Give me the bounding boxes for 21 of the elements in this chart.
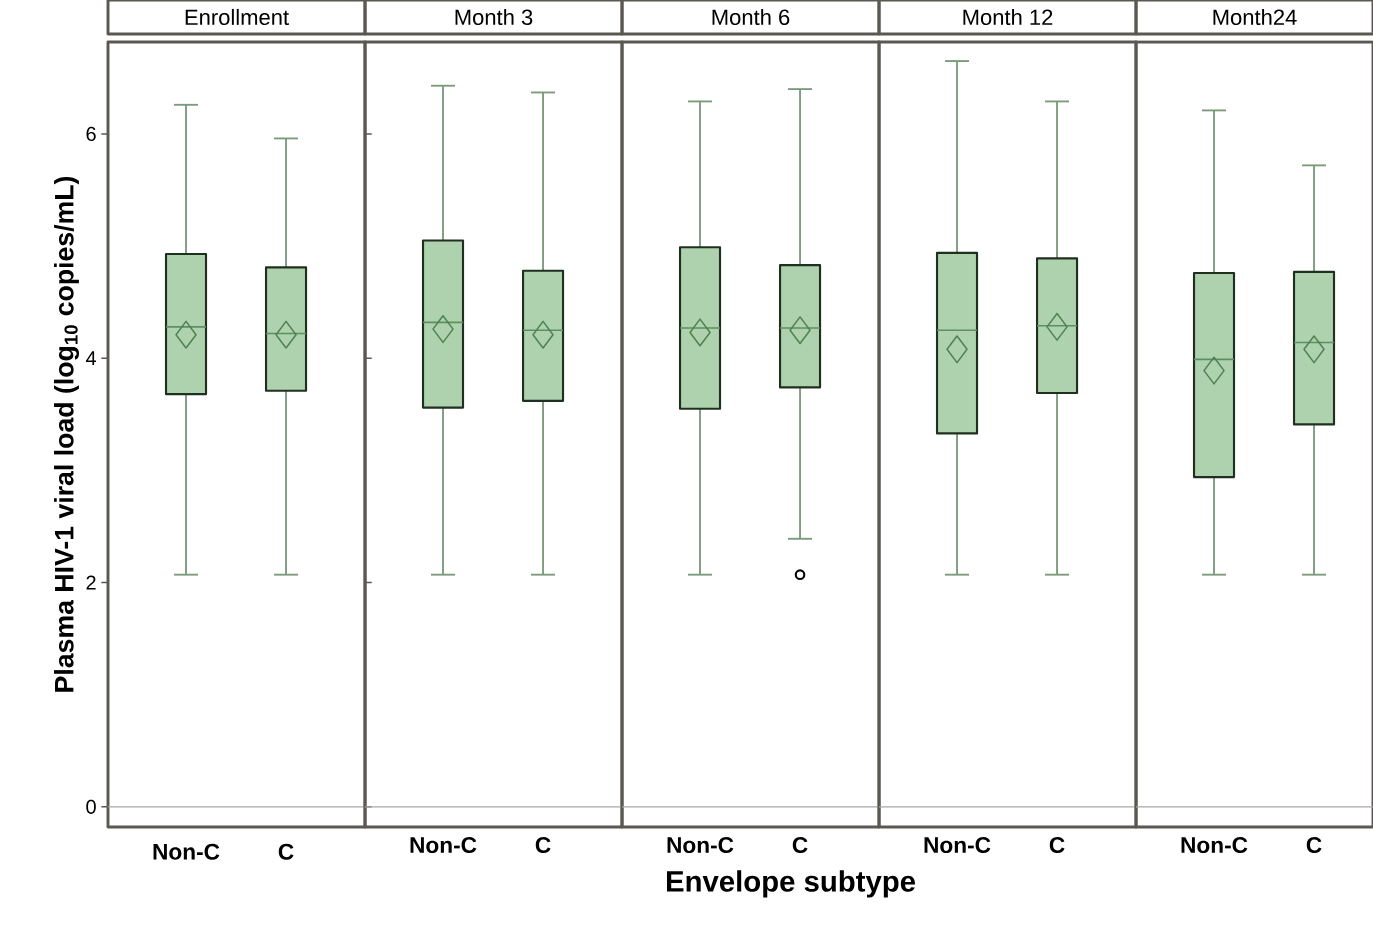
chart-title: Month 3 (455, 8, 533, 26)
x-tick-label: Non-C (410, 837, 477, 854)
x-tick-label: Non-C (153, 843, 220, 860)
x-tick-label: C (535, 837, 551, 854)
y-axis-title: Plasma HIV-1 viral load (log$_{10}$ copies/mL) (54, 176, 80, 692)
x-tick-label: Non-C (1181, 837, 1248, 854)
chart-title: Month24 (1213, 8, 1297, 26)
x-tick-label: Non-C (667, 837, 734, 854)
y-tick-label: 6 (86, 126, 96, 142)
x-tick-label: C (1306, 837, 1322, 854)
y-tick-label: 2 (86, 575, 96, 590)
x-tick-label: C (792, 837, 808, 854)
x-axis-title: Envelope subtype (666, 870, 916, 898)
x-tick-label: C (278, 843, 294, 860)
y-tick-label: 0 (86, 799, 96, 814)
x-tick-label: C (1049, 837, 1065, 854)
chart-title: Month 6 (712, 8, 790, 26)
chart-title: Month 12 (963, 8, 1053, 26)
y-tick-label: 4 (85, 351, 97, 366)
x-tick-label: Non-C (924, 837, 991, 854)
chart-title: Enrollment (185, 8, 289, 26)
